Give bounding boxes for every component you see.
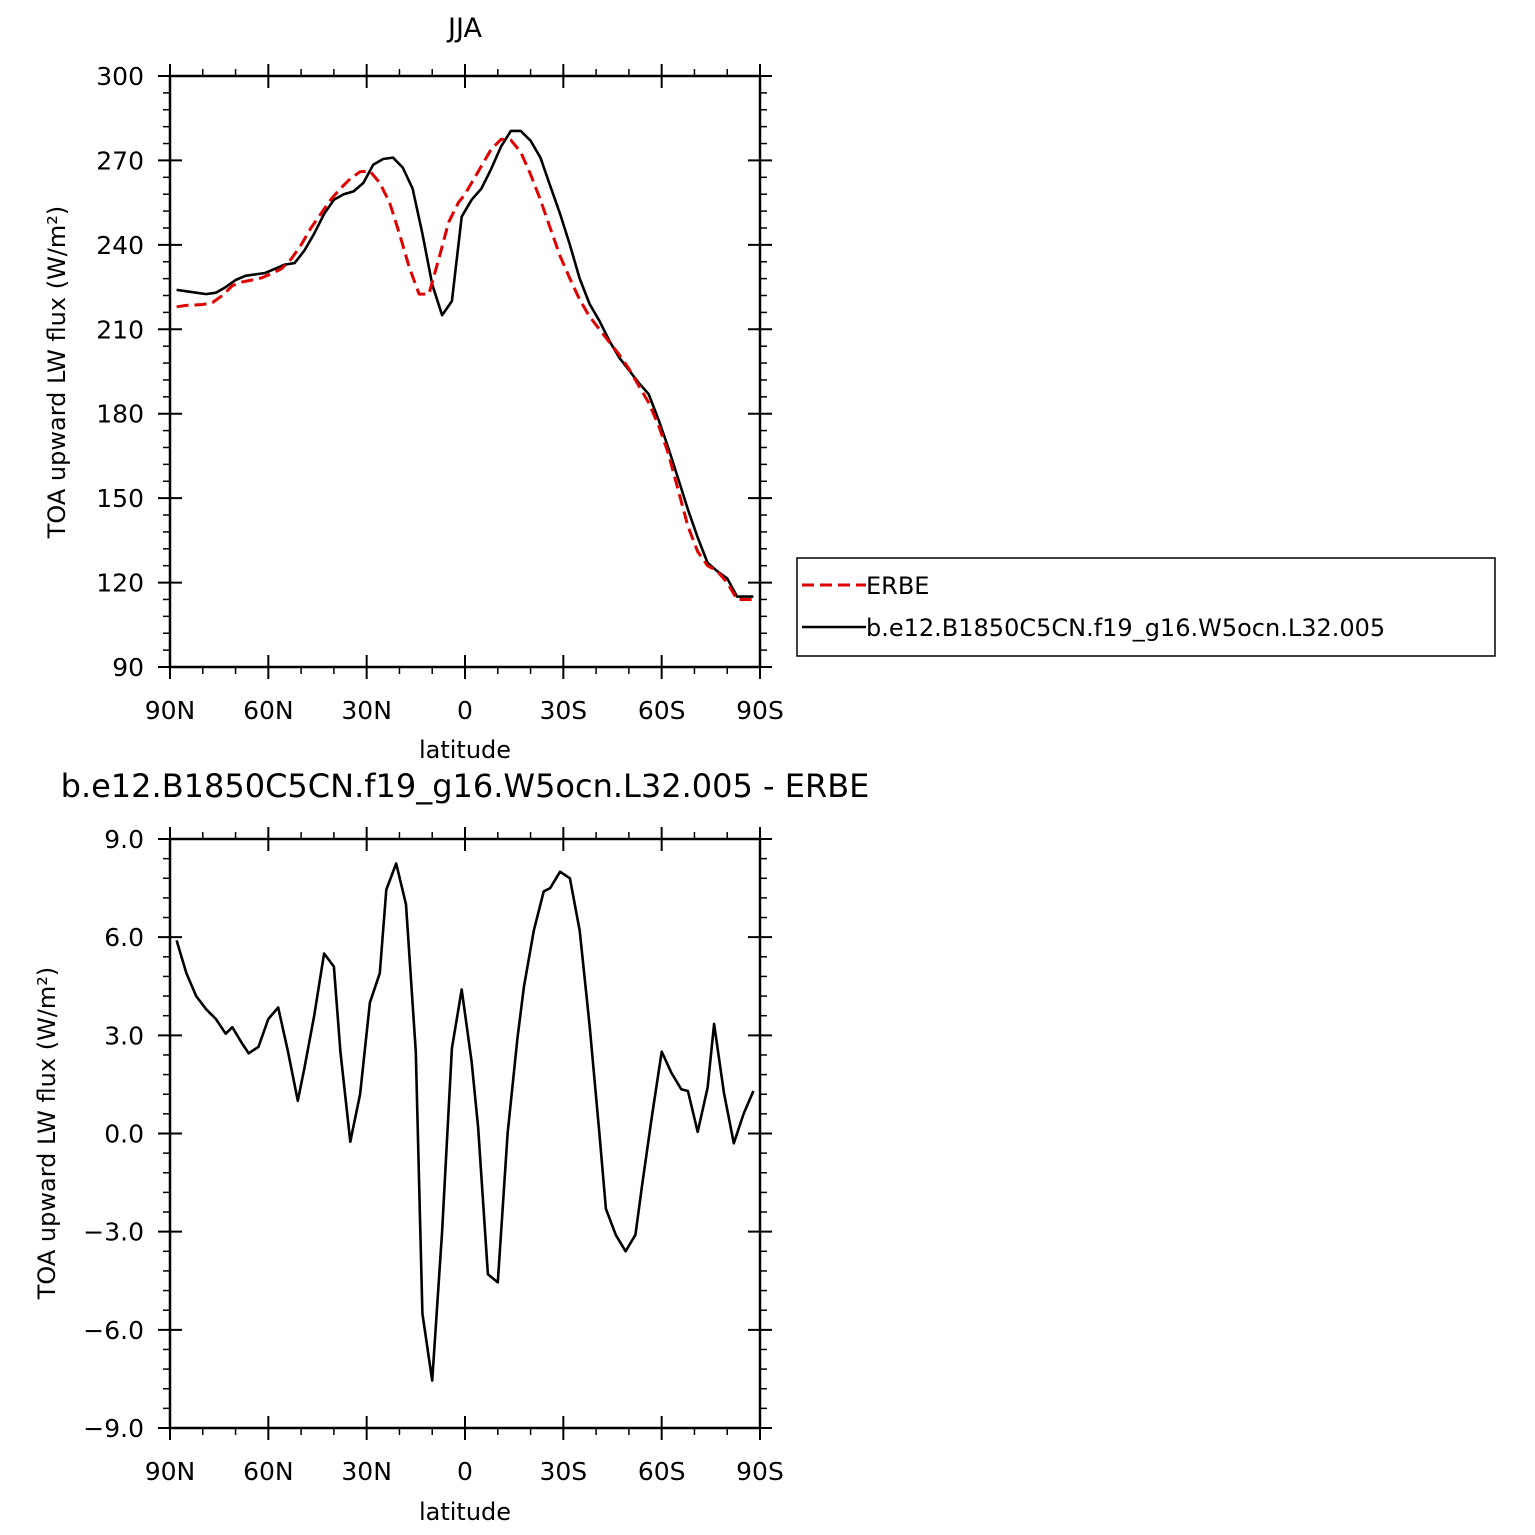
bottom-ytick-label: 0.0 <box>104 1120 144 1149</box>
legend: ERBE b.e12.B1850C5CN.f19_g16.W5ocn.L32.0… <box>796 557 1496 657</box>
bottom-panel-tick-labels: −9.0 −6.0 −3.0 0.0 3.0 6.0 9.0 90N 60N 30N 0 30S 60S… <box>83 825 784 1486</box>
top-xtick-label: 0 <box>457 696 473 725</box>
bottom-ytick-label: −6.0 <box>83 1316 144 1345</box>
top-ytick-label: 240 <box>96 231 144 260</box>
bottom-xtick-label: 30N <box>341 1457 392 1486</box>
top-xtick-label: 90S <box>736 696 784 725</box>
chart-title-top: JJA <box>446 13 482 44</box>
top-panel-tick-labels: 90 120 150 180 210 240 270 300 90N 60N 30N 0 30S 60S 9… <box>96 62 784 725</box>
top-xtick-label: 30N <box>341 696 392 725</box>
legend-label-erbe: ERBE <box>866 572 929 600</box>
chart-title-bottom: b.e12.B1850C5CN.f19_g16.W5ocn.L32.005 - … <box>61 767 870 805</box>
top-xtick-label: 60S <box>638 696 686 725</box>
bottom-ytick-label: −3.0 <box>83 1218 144 1247</box>
top-ytick-label: 120 <box>96 569 144 598</box>
top-xtick-label: 30S <box>539 696 587 725</box>
bottom-xtick-label: 60S <box>638 1457 686 1486</box>
top-panel-ticks <box>158 64 772 679</box>
bottom-ytick-label: 3.0 <box>104 1021 144 1050</box>
top-ytick-label: 90 <box>112 653 144 682</box>
top-series-line-model <box>176 129 754 598</box>
bottom-xtick-label: 90S <box>736 1457 784 1486</box>
top-xtick-label: 60N <box>243 696 294 725</box>
top-ytick-label: 210 <box>96 315 144 344</box>
top-ytick-label: 150 <box>96 484 144 513</box>
legend-label-model: b.e12.B1850C5CN.f19_g16.W5ocn.L32.005 <box>866 614 1385 642</box>
top-panel-series <box>176 129 754 601</box>
bottom-panel-series <box>175 862 755 1382</box>
bottom-ytick-label: 9.0 <box>104 825 144 854</box>
bottom-plot-frame <box>168 837 762 1430</box>
bottom-panel-ticks <box>158 827 772 1440</box>
top-ytick-label: 180 <box>96 400 144 429</box>
bottom-xtick-label: 0 <box>457 1457 473 1486</box>
bottom-xtick-label: 60N <box>243 1457 294 1486</box>
bottom-series-line-model <box>175 862 755 1382</box>
top-ytick-label: 300 <box>96 62 144 91</box>
top-plot-frame <box>168 74 762 669</box>
bottom-xtick-label: 30S <box>539 1457 587 1486</box>
bottom-x-axis-label: latitude <box>419 1498 511 1526</box>
legend-box <box>796 557 1496 657</box>
top-y-axis-label: TOA upward LW flux (W/m²) <box>43 206 71 540</box>
top-ytick-label: 270 <box>96 146 144 175</box>
top-x-axis-label: latitude <box>419 736 511 764</box>
bottom-ytick-label: 6.0 <box>104 923 144 952</box>
bottom-ytick-label: −9.0 <box>83 1414 144 1443</box>
top-xtick-label: 90N <box>145 696 196 725</box>
bottom-xtick-label: 90N <box>145 1457 196 1486</box>
bottom-y-axis-label: TOA upward LW flux (W/m²) <box>33 967 61 1301</box>
top-series-line-erbe <box>176 137 754 601</box>
